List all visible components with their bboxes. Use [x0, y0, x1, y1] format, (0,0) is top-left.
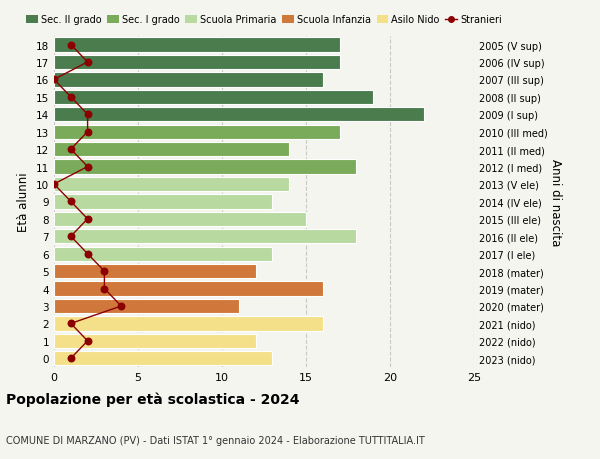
Bar: [54, 73, 323, 87]
Bar: [54, 299, 239, 313]
Bar: [54, 282, 323, 296]
Point: [66, 42, 76, 49]
Point: [83, 112, 92, 119]
Point: [116, 302, 126, 310]
Point: [83, 251, 92, 258]
Point: [100, 285, 109, 292]
Point: [66, 355, 76, 362]
Point: [83, 337, 92, 345]
Text: Popolazione per età scolastica - 2024: Popolazione per età scolastica - 2024: [6, 392, 299, 406]
Y-axis label: Età alunni: Età alunni: [17, 172, 31, 232]
Point: [83, 216, 92, 223]
Bar: [54, 230, 356, 244]
Bar: [54, 108, 424, 122]
Bar: [54, 178, 289, 192]
Point: [66, 320, 76, 327]
Bar: [54, 56, 340, 70]
Point: [66, 233, 76, 241]
Bar: [54, 352, 272, 366]
Point: [66, 198, 76, 206]
Bar: [54, 212, 306, 226]
Bar: [54, 38, 340, 52]
Bar: [54, 317, 323, 331]
Y-axis label: Anni di nascita: Anni di nascita: [548, 158, 562, 246]
Bar: [54, 334, 256, 348]
Point: [49, 77, 59, 84]
Point: [49, 181, 59, 188]
Point: [66, 94, 76, 101]
Bar: [54, 90, 373, 105]
Bar: [54, 143, 289, 157]
Point: [83, 129, 92, 136]
Point: [66, 146, 76, 153]
Point: [100, 268, 109, 275]
Bar: [54, 160, 356, 174]
Bar: [54, 247, 272, 261]
Point: [83, 163, 92, 171]
Bar: [54, 195, 272, 209]
Point: [83, 59, 92, 67]
Legend: Sec. II grado, Sec. I grado, Scuola Primaria, Scuola Infanzia, Asilo Nido, Stran: Sec. II grado, Sec. I grado, Scuola Prim…: [26, 15, 502, 25]
Text: COMUNE DI MARZANO (PV) - Dati ISTAT 1° gennaio 2024 - Elaborazione TUTTITALIA.IT: COMUNE DI MARZANO (PV) - Dati ISTAT 1° g…: [6, 435, 425, 445]
Bar: [54, 264, 256, 279]
Bar: [54, 125, 340, 140]
